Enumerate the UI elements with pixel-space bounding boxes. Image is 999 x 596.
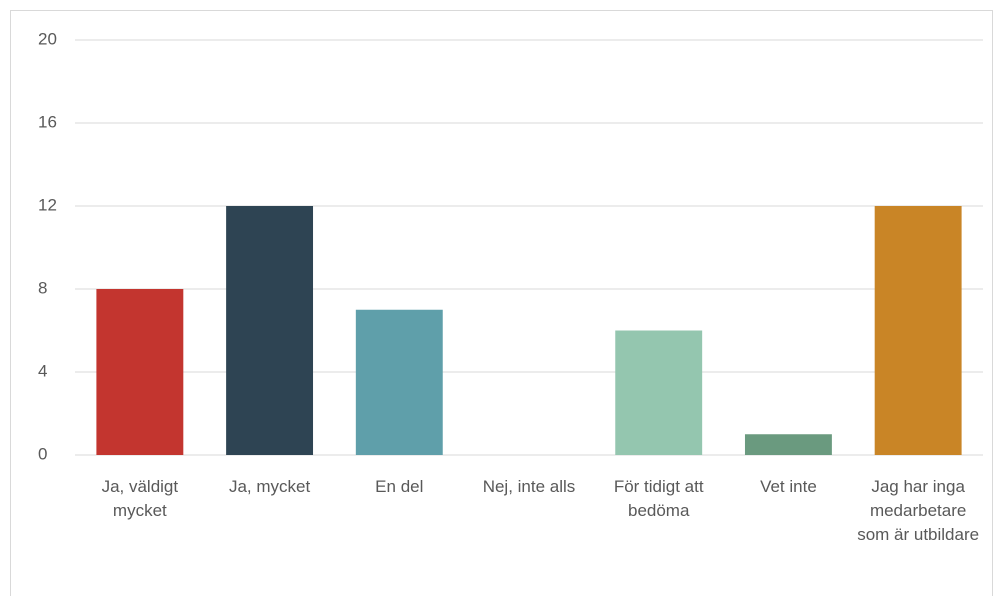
bar xyxy=(96,289,184,455)
bar xyxy=(744,434,832,455)
x-tick-label: En del xyxy=(375,477,424,496)
x-tick-label: För tidigt att bedöma xyxy=(613,477,704,520)
bar xyxy=(226,206,314,455)
y-tick-label: 12 xyxy=(38,195,57,214)
bar xyxy=(874,206,962,455)
x-tick-label: Ja, mycket xyxy=(228,477,311,496)
bar xyxy=(615,330,703,455)
bar xyxy=(355,309,443,455)
x-tick-label: Nej, inte alls xyxy=(482,477,576,496)
x-tick-label: Vet inte xyxy=(760,477,817,496)
x-tick-label: Jag har inga medarbetare som är utbildar… xyxy=(857,477,980,544)
y-tick-label: 4 xyxy=(38,361,47,380)
x-tick-label: Ja, väldigt mycket xyxy=(101,477,179,520)
y-tick-label: 8 xyxy=(38,278,47,297)
y-tick-label: 20 xyxy=(38,29,57,48)
chart-border xyxy=(10,10,993,596)
y-tick-label: 0 xyxy=(38,444,47,463)
y-tick-label: 16 xyxy=(38,112,57,131)
